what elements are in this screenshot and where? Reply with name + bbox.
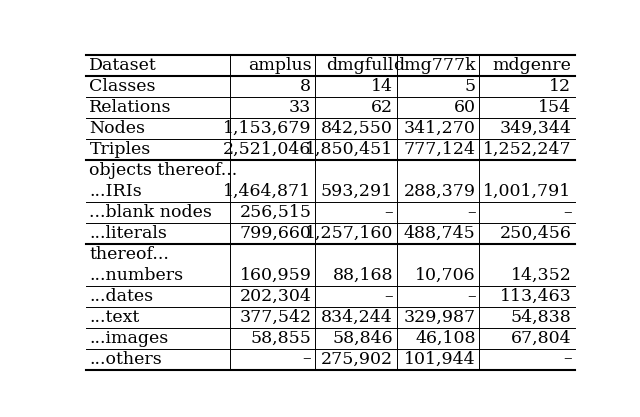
Text: 58,846: 58,846 (332, 329, 393, 347)
Text: 1,252,247: 1,252,247 (483, 141, 572, 158)
Text: ...blank nodes: ...blank nodes (90, 203, 212, 221)
Text: thereof...: thereof... (90, 246, 170, 263)
Text: 46,108: 46,108 (415, 329, 476, 347)
Text: amplus: amplus (248, 57, 311, 74)
Text: ...others: ...others (90, 351, 162, 367)
Text: –: – (467, 203, 476, 221)
Text: 88,168: 88,168 (333, 266, 393, 284)
Text: 1,153,679: 1,153,679 (223, 120, 311, 137)
Text: 160,959: 160,959 (239, 266, 311, 284)
Text: 33: 33 (289, 99, 311, 116)
Text: 341,270: 341,270 (404, 120, 476, 137)
Text: 8: 8 (300, 78, 311, 95)
Text: 154: 154 (538, 99, 572, 116)
Text: 1,001,791: 1,001,791 (483, 183, 572, 200)
Text: 275,902: 275,902 (321, 351, 393, 367)
Text: –: – (385, 288, 393, 304)
Text: 256,515: 256,515 (239, 203, 311, 221)
Text: 10,706: 10,706 (415, 266, 476, 284)
Text: 842,550: 842,550 (321, 120, 393, 137)
Text: Dataset: Dataset (90, 57, 157, 74)
Text: –: – (385, 203, 393, 221)
Text: ...numbers: ...numbers (90, 266, 184, 284)
Text: 58,855: 58,855 (250, 329, 311, 347)
Text: –: – (303, 351, 311, 367)
Text: –: – (467, 288, 476, 304)
Text: 1,257,160: 1,257,160 (305, 225, 393, 242)
Text: ...dates: ...dates (90, 288, 154, 304)
Text: ...literals: ...literals (90, 225, 167, 242)
Text: 101,944: 101,944 (404, 351, 476, 367)
Text: 488,745: 488,745 (404, 225, 476, 242)
Text: Relations: Relations (90, 99, 172, 116)
Text: Triples: Triples (90, 141, 150, 158)
Text: 60: 60 (454, 99, 476, 116)
Text: 14: 14 (371, 78, 393, 95)
Text: 250,456: 250,456 (500, 225, 572, 242)
Text: 377,542: 377,542 (239, 309, 311, 326)
Text: 288,379: 288,379 (404, 183, 476, 200)
Text: 5: 5 (465, 78, 476, 95)
Text: dmgfull: dmgfull (326, 57, 393, 74)
Text: 12: 12 (549, 78, 572, 95)
Text: 799,660: 799,660 (239, 225, 311, 242)
Text: 777,124: 777,124 (404, 141, 476, 158)
Text: mdgenre: mdgenre (493, 57, 572, 74)
Text: dmg777k: dmg777k (393, 57, 476, 74)
Text: 54,838: 54,838 (511, 309, 572, 326)
Text: –: – (563, 351, 572, 367)
Text: ...images: ...images (90, 329, 169, 347)
Text: 593,291: 593,291 (321, 183, 393, 200)
Text: Classes: Classes (90, 78, 156, 95)
Text: 834,244: 834,244 (321, 309, 393, 326)
Text: ...text: ...text (90, 309, 140, 326)
Text: 1,850,451: 1,850,451 (305, 141, 393, 158)
Text: 2,521,046: 2,521,046 (223, 141, 311, 158)
Text: 14,352: 14,352 (511, 266, 572, 284)
Text: 113,463: 113,463 (500, 288, 572, 304)
Text: 202,304: 202,304 (239, 288, 311, 304)
Text: 1,464,871: 1,464,871 (223, 183, 311, 200)
Text: ...IRIs: ...IRIs (90, 183, 142, 200)
Text: Nodes: Nodes (90, 120, 145, 137)
Text: –: – (563, 203, 572, 221)
Text: 67,804: 67,804 (511, 329, 572, 347)
Text: objects thereof...: objects thereof... (90, 162, 237, 179)
Text: 329,987: 329,987 (404, 309, 476, 326)
Text: 62: 62 (371, 99, 393, 116)
Text: 349,344: 349,344 (500, 120, 572, 137)
